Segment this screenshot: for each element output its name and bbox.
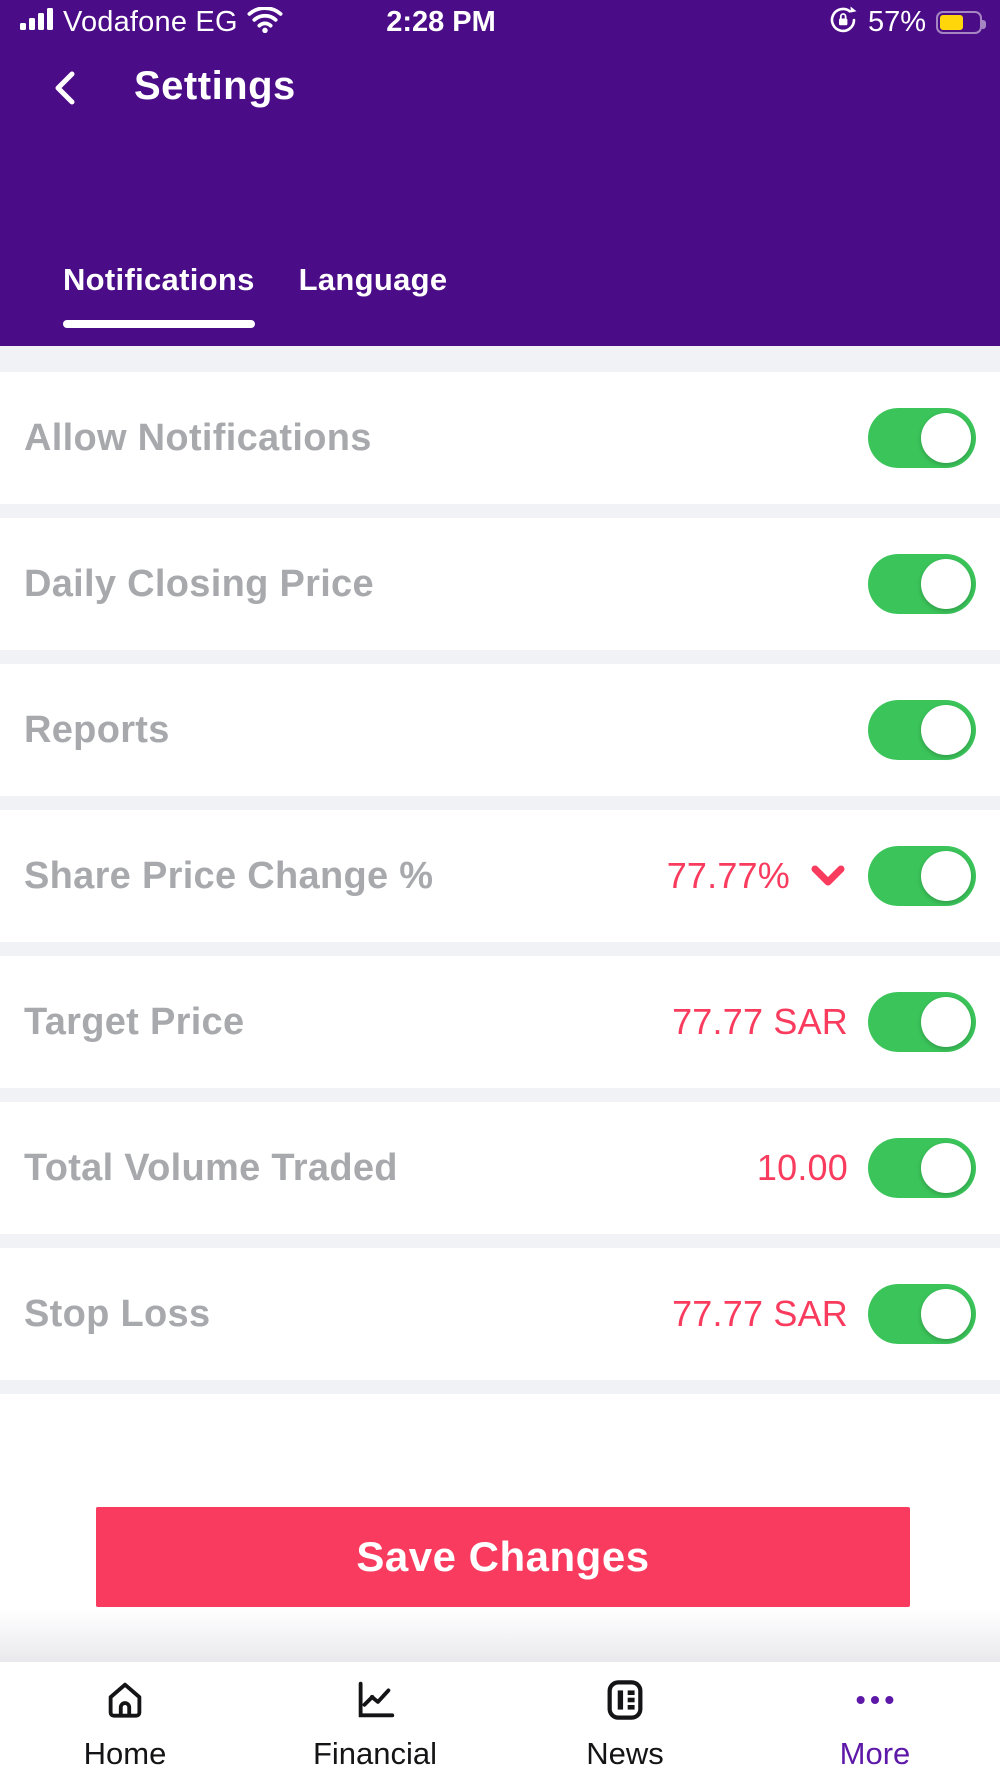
home-icon bbox=[102, 1676, 148, 1724]
app-header: Vodafone EG 2:28 PM bbox=[0, 0, 1000, 346]
wifi-icon bbox=[247, 5, 283, 38]
toggle-switch[interactable] bbox=[868, 700, 976, 760]
setting-row-share-price-change: Share Price Change % 77.77% bbox=[0, 810, 1000, 942]
bottom-nav: Home Financial bbox=[0, 1662, 1000, 1778]
ellipsis-icon bbox=[852, 1676, 898, 1724]
setting-label: Share Price Change % bbox=[24, 854, 434, 897]
nav-label: Financial bbox=[312, 1736, 438, 1771]
toggle-knob bbox=[921, 1289, 971, 1339]
toggle-switch[interactable] bbox=[868, 846, 976, 906]
toggle-knob bbox=[921, 705, 971, 755]
nav-label: Home bbox=[83, 1736, 167, 1771]
chevron-down-icon[interactable] bbox=[810, 864, 846, 888]
chart-line-icon bbox=[352, 1676, 398, 1724]
news-icon bbox=[602, 1676, 648, 1724]
battery-icon bbox=[936, 10, 986, 34]
setting-row-stop-loss: Stop Loss 77.77 SAR bbox=[0, 1248, 1000, 1380]
page-title: Settings bbox=[134, 64, 296, 108]
setting-row-total-volume-traded: Total Volume Traded 10.00 bbox=[0, 1102, 1000, 1234]
tab-bar: Notifications Language bbox=[63, 262, 448, 328]
setting-value[interactable]: 77.77 SAR bbox=[672, 1293, 848, 1334]
signal-strength-icon bbox=[20, 7, 54, 37]
toggle-switch[interactable] bbox=[868, 1284, 976, 1344]
title-bar: Settings bbox=[0, 62, 1000, 118]
nav-item-news[interactable]: News bbox=[500, 1662, 750, 1778]
status-bar: Vodafone EG 2:28 PM bbox=[0, 0, 1000, 44]
setting-value[interactable]: 10.00 bbox=[756, 1147, 848, 1188]
toggle-switch[interactable] bbox=[868, 554, 976, 614]
status-right: 57% bbox=[828, 0, 986, 44]
setting-label: Total Volume Traded bbox=[24, 1146, 398, 1189]
settings-list: Allow Notifications Daily Closing Price … bbox=[0, 346, 1000, 1394]
toggle-knob bbox=[921, 997, 971, 1047]
back-chevron-icon[interactable] bbox=[50, 68, 90, 112]
tab-notifications[interactable]: Notifications bbox=[63, 262, 255, 328]
setting-value[interactable]: 77.77% bbox=[666, 855, 790, 896]
nav-label: News bbox=[586, 1736, 664, 1771]
setting-label: Target Price bbox=[24, 1000, 245, 1043]
setting-label: Stop Loss bbox=[24, 1292, 211, 1335]
toggle-knob bbox=[921, 1143, 971, 1193]
toggle-switch[interactable] bbox=[868, 408, 976, 468]
nav-item-home[interactable]: Home bbox=[0, 1662, 250, 1778]
status-left: Vodafone EG bbox=[20, 0, 283, 44]
setting-value[interactable]: 77.77 SAR bbox=[672, 1001, 848, 1042]
toggle-knob bbox=[921, 851, 971, 901]
setting-label: Allow Notifications bbox=[24, 416, 372, 459]
setting-row-reports: Reports bbox=[0, 664, 1000, 796]
bottom-nav-shadow bbox=[0, 1610, 1000, 1662]
rotation-lock-icon bbox=[828, 5, 858, 40]
battery-percent-label: 57% bbox=[867, 5, 926, 38]
setting-row-daily-closing-price: Daily Closing Price bbox=[0, 518, 1000, 650]
setting-label: Daily Closing Price bbox=[24, 562, 374, 605]
save-changes-button[interactable]: Save Changes bbox=[96, 1507, 910, 1607]
setting-label: Reports bbox=[24, 708, 170, 751]
setting-row-allow-notifications: Allow Notifications bbox=[0, 372, 1000, 504]
toggle-switch[interactable] bbox=[868, 1138, 976, 1198]
toggle-knob bbox=[921, 559, 971, 609]
nav-item-more[interactable]: More bbox=[750, 1662, 1000, 1778]
status-time: 2:28 PM bbox=[386, 5, 496, 38]
carrier-label: Vodafone EG bbox=[63, 5, 238, 38]
nav-item-financial[interactable]: Financial bbox=[250, 1662, 500, 1778]
nav-label: More bbox=[839, 1736, 911, 1771]
tab-language[interactable]: Language bbox=[298, 262, 448, 297]
toggle-knob bbox=[921, 413, 971, 463]
toggle-switch[interactable] bbox=[868, 992, 976, 1052]
setting-row-target-price: Target Price 77.77 SAR bbox=[0, 956, 1000, 1088]
